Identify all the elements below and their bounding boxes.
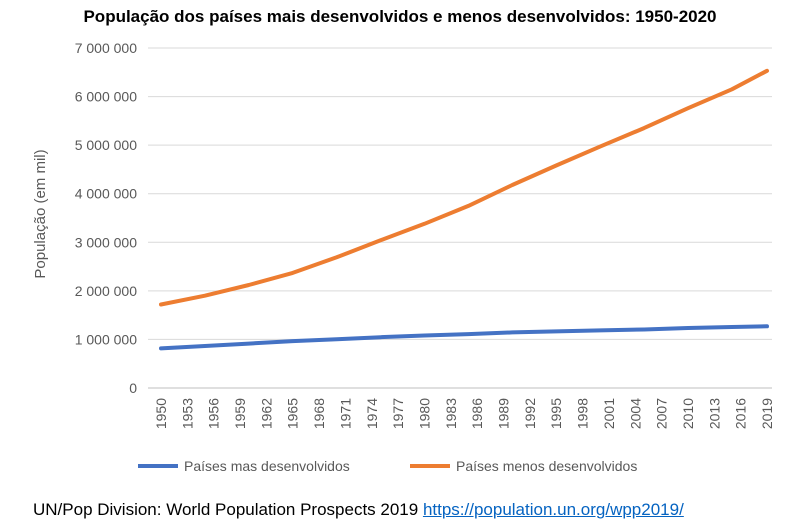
y-tick-label: 7 000 000: [75, 40, 137, 56]
x-tick-labels: 1950 1953 1956 1959 1962 1965 1968 1971 1974 1977…: [153, 398, 775, 429]
x-tick-label: 2013: [706, 398, 722, 429]
y-tick-label: 0: [129, 380, 137, 396]
x-tick-label: 2004: [627, 398, 643, 429]
y-tick-label: 5 000 000: [75, 137, 137, 153]
x-tick-label: 1965: [285, 398, 301, 429]
x-tick-label: 1971: [337, 398, 353, 429]
x-tick-label: 1962: [258, 398, 274, 429]
x-tick-label: 1968: [311, 398, 327, 429]
x-tick-label: 1959: [232, 398, 248, 429]
x-tick-label: 1995: [548, 398, 564, 429]
x-tick-label: 1950: [153, 398, 169, 429]
series-line: [159, 324, 769, 351]
x-tick-label: 1956: [206, 398, 222, 429]
x-tick-label: 1992: [522, 398, 538, 429]
x-tick-label: 1983: [443, 398, 459, 429]
series-line: [159, 68, 769, 307]
y-tick-labels: 0 1 000 000 2 000 000 3 000 000 4 000 000 5 0…: [75, 40, 138, 396]
chart-title: População dos países mais desenvolvidos …: [83, 7, 716, 26]
legend: Países mas desenvolvidos Países menos des…: [138, 458, 637, 474]
legend-label: Países mas desenvolvidos: [184, 458, 350, 474]
y-tick-label: 4 000 000: [75, 186, 137, 202]
gridlines: [148, 47, 772, 389]
legend-label: Países menos desenvolvidos: [456, 458, 637, 474]
y-tick-label: 3 000 000: [75, 234, 137, 250]
y-tick-label: 2 000 000: [75, 283, 137, 299]
source-note: UN/Pop Division: World Population Prospe…: [33, 500, 684, 520]
x-tick-label: 1986: [469, 398, 485, 429]
x-tick-label: 2019: [759, 398, 775, 429]
source-text: UN/Pop Division: World Population Prospe…: [33, 500, 423, 519]
x-tick-label: 2001: [601, 398, 617, 429]
x-tick-label: 2007: [654, 398, 670, 429]
source-link[interactable]: https://population.un.org/wpp2019/: [422, 500, 684, 519]
x-tick-label: 1977: [390, 398, 406, 429]
x-tick-label: 2016: [733, 398, 749, 429]
x-tick-label: 2010: [680, 398, 696, 429]
x-tick-label: 1998: [575, 398, 591, 429]
line-chart: População dos países mais desenvolvidos …: [32, 7, 775, 474]
x-tick-label: 1980: [416, 398, 432, 429]
x-tick-label: 1974: [364, 398, 380, 429]
y-tick-label: 1 000 000: [75, 331, 137, 347]
series-lines: [159, 68, 769, 351]
y-axis-title: População (em mil): [32, 149, 49, 278]
x-tick-label: 1989: [496, 398, 512, 429]
y-tick-label: 6 000 000: [75, 89, 137, 105]
x-tick-label: 1953: [179, 398, 195, 429]
